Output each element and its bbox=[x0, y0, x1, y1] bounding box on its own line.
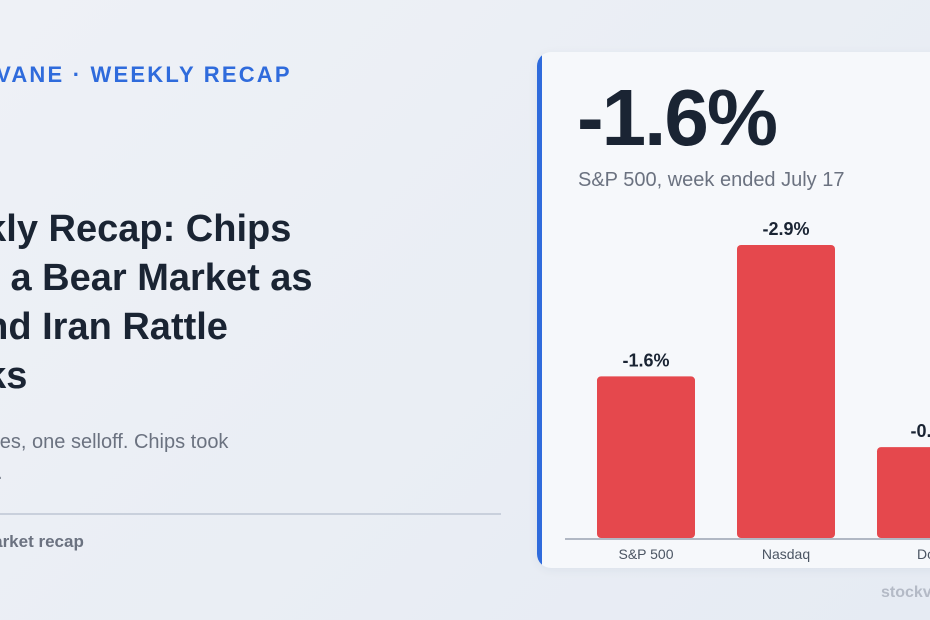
bar-chart: -1.6% S&P 500 -2.9% Nasdaq -0.9 Do bbox=[565, 219, 930, 562]
headline-line: and Iran Rattle bbox=[0, 306, 228, 348]
headline-line: ekly Recap: Chips bbox=[0, 208, 292, 250]
stat-subtitle: S&P 500, week ended July 17 bbox=[578, 169, 845, 191]
stat-card: -1.6% S&P 500, week ended July 17 -1.6% S… bbox=[537, 52, 930, 568]
bar-value-label: -2.9% bbox=[762, 219, 809, 239]
dek: stories, one selloff. Chips took it. bbox=[0, 427, 322, 489]
card-accent-bar bbox=[537, 52, 542, 568]
headline-line: cks bbox=[0, 355, 28, 397]
bar-value-label: -0.9 bbox=[910, 421, 930, 441]
headline-stat: -1.6% bbox=[577, 73, 778, 162]
chart-bar bbox=[597, 376, 695, 538]
x-tick-label: Do bbox=[917, 546, 930, 562]
dek-line: it. bbox=[0, 458, 322, 489]
x-tick-label: Nasdaq bbox=[762, 546, 810, 562]
headline: ekly Recap: Chips er a Bear Market as an… bbox=[0, 205, 394, 401]
category-tag: market recap bbox=[0, 532, 84, 551]
headline-line: er a Bear Market as bbox=[0, 257, 313, 299]
dek-line: stories, one selloff. Chips took bbox=[0, 431, 229, 453]
divider bbox=[0, 513, 501, 515]
chart-bar bbox=[737, 245, 835, 538]
bar-value-label: -1.6% bbox=[622, 350, 669, 370]
footer-brand: stockv bbox=[881, 584, 930, 601]
x-tick-label: S&P 500 bbox=[618, 546, 673, 562]
brand-kicker: KVANE · WEEKLY RECAP bbox=[0, 62, 292, 87]
chart-bar bbox=[877, 447, 930, 538]
